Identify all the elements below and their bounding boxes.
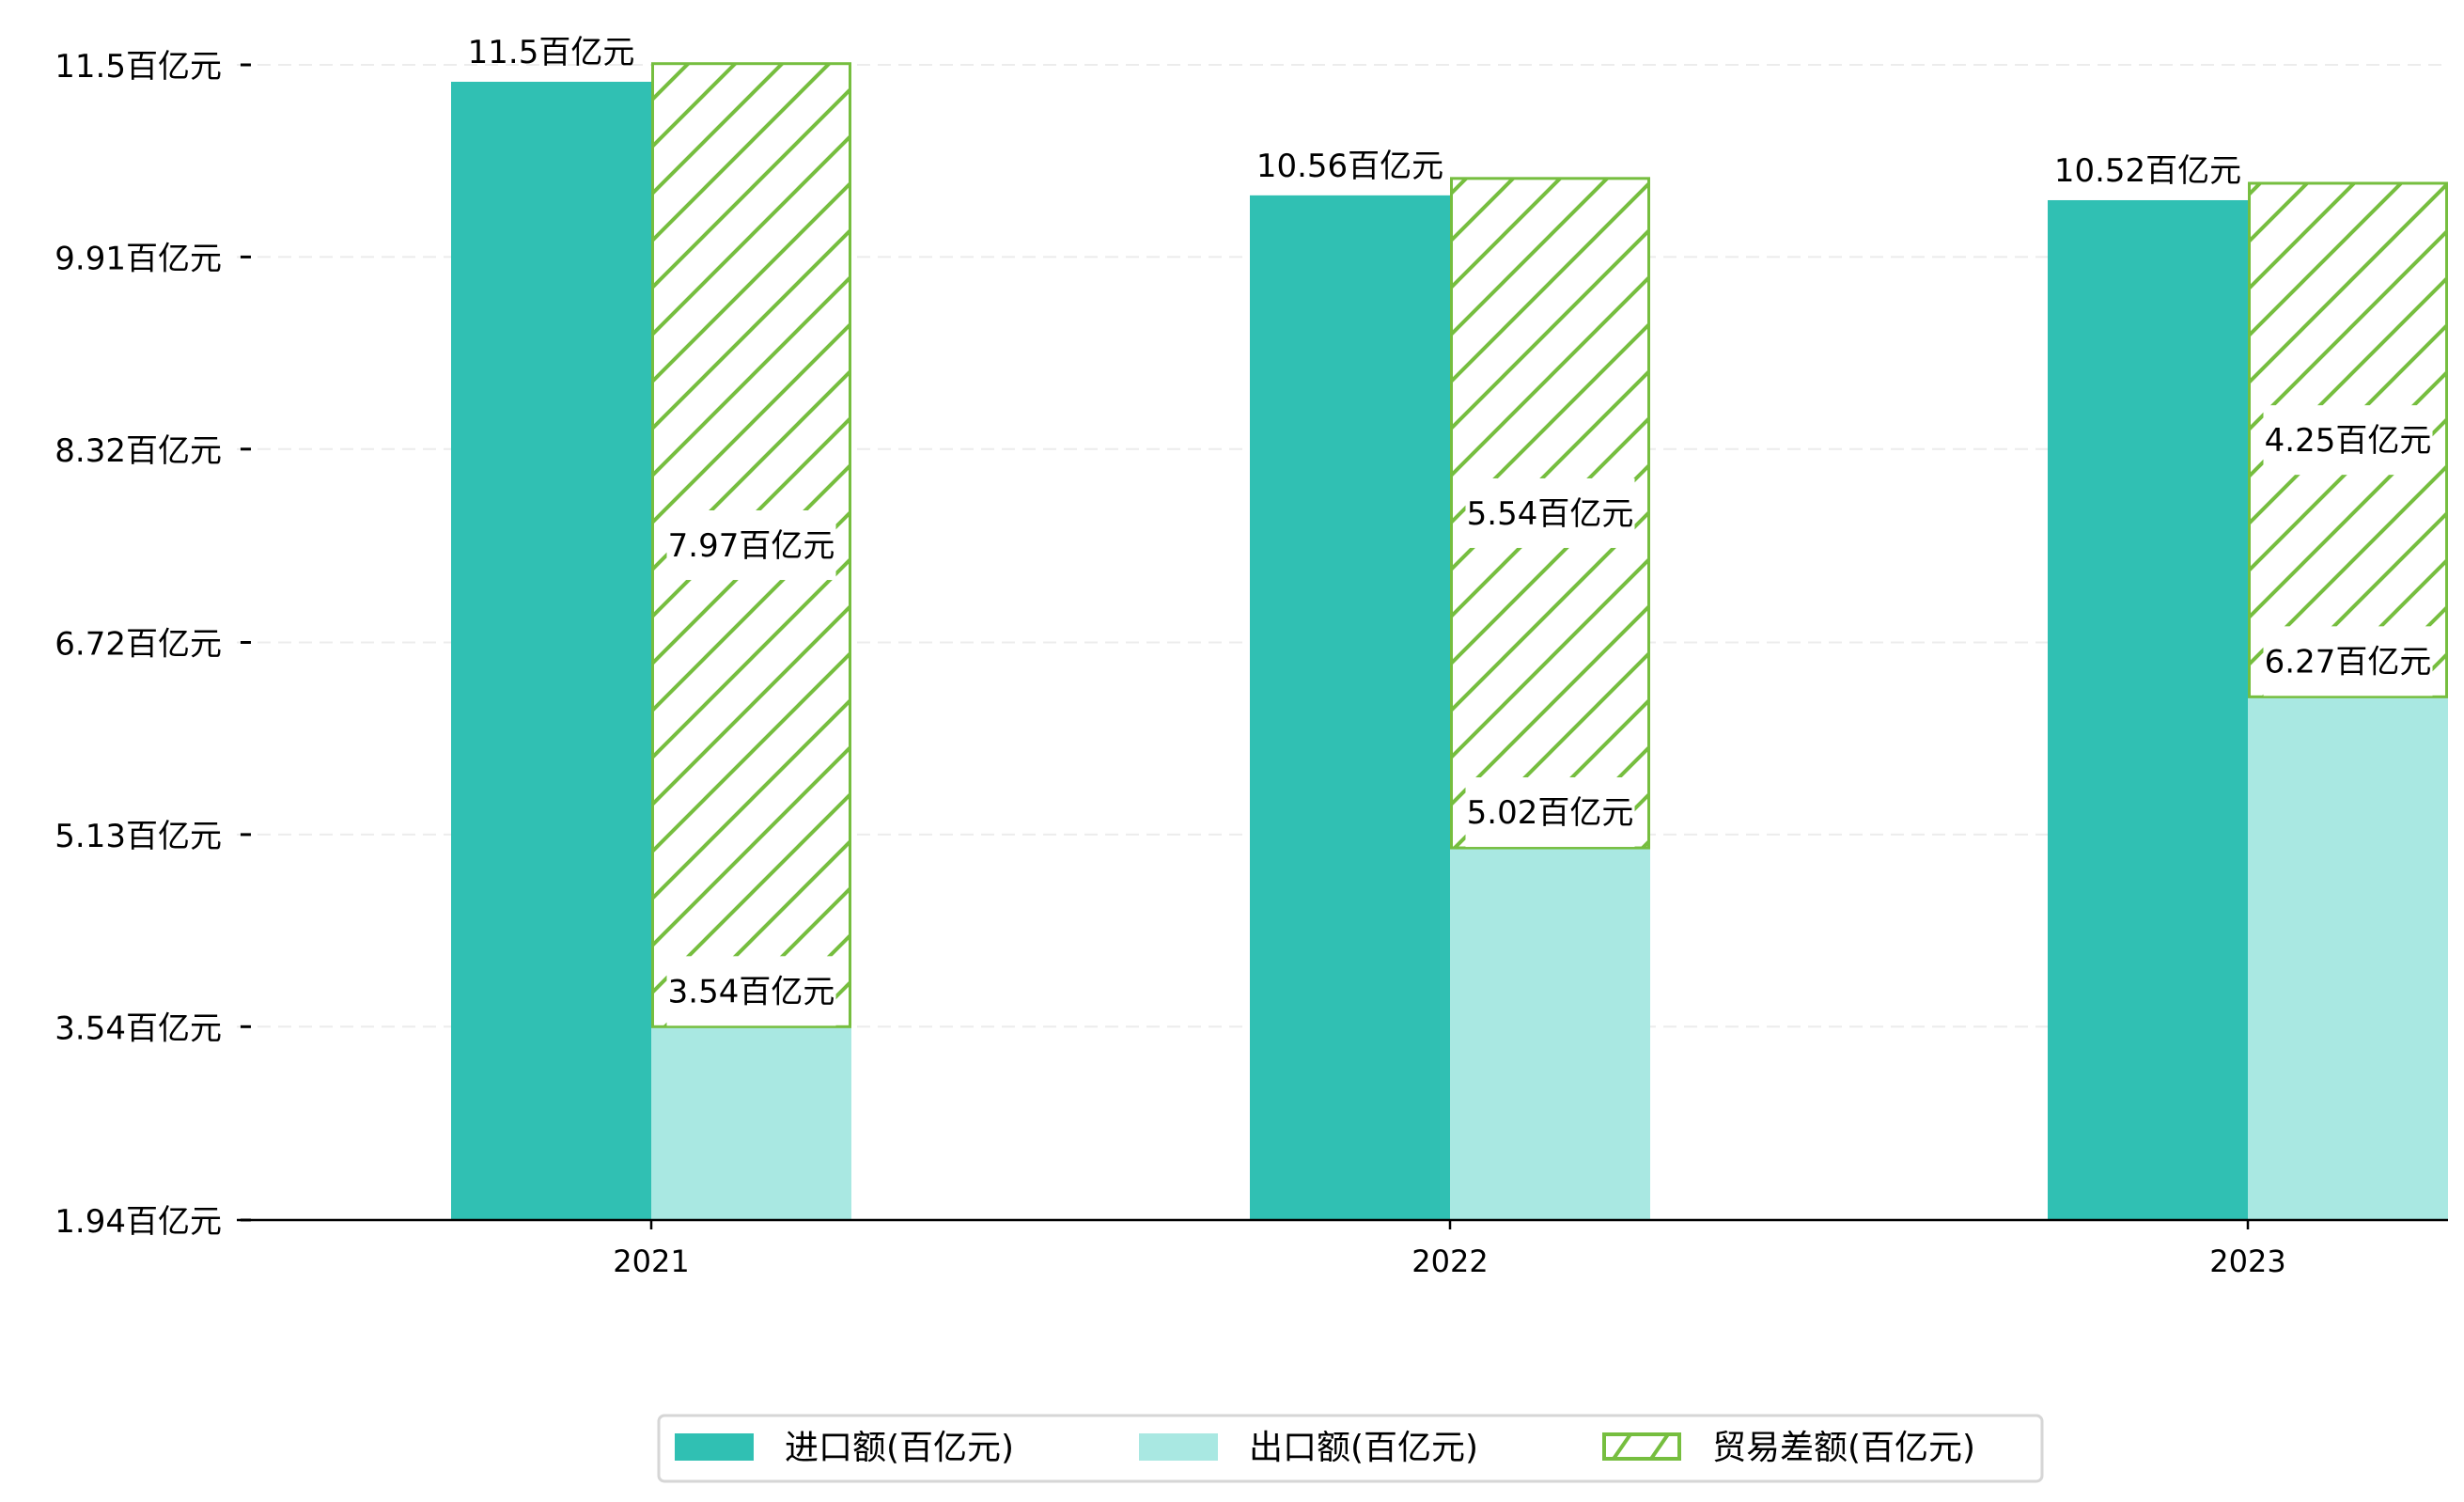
y-tick-label: 1.94百亿元 (55, 1203, 222, 1241)
y-tick-label: 3.54百亿元 (55, 1009, 222, 1047)
bars (451, 62, 2448, 1220)
label-export-bg (1465, 777, 1635, 848)
axes: 1.94百亿元 3.54百亿元 5.13百亿元 6.72百亿元 8.32百亿元 9.91百… (55, 48, 2448, 1279)
legend-swatch (675, 1433, 754, 1461)
label-trade-balance: 5.54百亿元 (1467, 495, 1634, 533)
bar-export (651, 1026, 851, 1220)
bar-import (2048, 199, 2248, 1220)
label-trade-balance-bg (2263, 405, 2433, 476)
bar-export (1450, 848, 1650, 1220)
y-tick-label: 6.72百亿元 (55, 626, 222, 664)
x-tick-label: 2021 (613, 1244, 689, 1279)
label-export: 6.27百亿元 (2265, 643, 2432, 681)
y-tick-label: 9.91百亿元 (55, 240, 222, 277)
legend-hatch-lines (1612, 1432, 1670, 1461)
legend-label: 贸易差额(百亿元) (1712, 1429, 1975, 1467)
label-trade-balance-bg (666, 510, 836, 581)
legend-label: 进口额(百亿元) (785, 1429, 1014, 1467)
x-tick-label: 2023 (2209, 1244, 2285, 1279)
legend-box (657, 1414, 2044, 1483)
label-trade-balance: 4.25百亿元 (2265, 422, 2432, 460)
label-trade-balance-bg (1465, 477, 1635, 548)
label-import: 10.56百亿元 (1256, 148, 1443, 185)
label-import: 10.52百亿元 (2054, 152, 2241, 190)
legend: 进口额(百亿元) 出口额(百亿元) 贸易差额(百亿元) (657, 1414, 2044, 1483)
legend-label: 出口额(百亿元) (1249, 1429, 1478, 1467)
label-export-bg (666, 956, 836, 1026)
bar-import (1250, 195, 1450, 1220)
label-trade-balance: 7.97百亿元 (668, 527, 835, 565)
label-export: 5.02百亿元 (1467, 794, 1634, 832)
label-export: 3.54百亿元 (668, 973, 835, 1010)
y-tick-label: 8.32百亿元 (55, 432, 222, 470)
label-import: 11.5百亿元 (468, 34, 635, 71)
bar-import (451, 82, 651, 1220)
y-tick-label: 5.13百亿元 (55, 818, 222, 855)
y-tick-label: 11.5百亿元 (55, 48, 222, 86)
legend-swatch (1139, 1433, 1218, 1461)
data-labels: 11.5百亿元 3.54百亿元 7.97百亿元 10.56百亿元 5.02百亿元 5.54… (468, 34, 2433, 1026)
label-export-bg (2263, 626, 2433, 696)
x-tick-label: 2022 (1411, 1244, 1488, 1279)
bar-export (2248, 696, 2448, 1220)
